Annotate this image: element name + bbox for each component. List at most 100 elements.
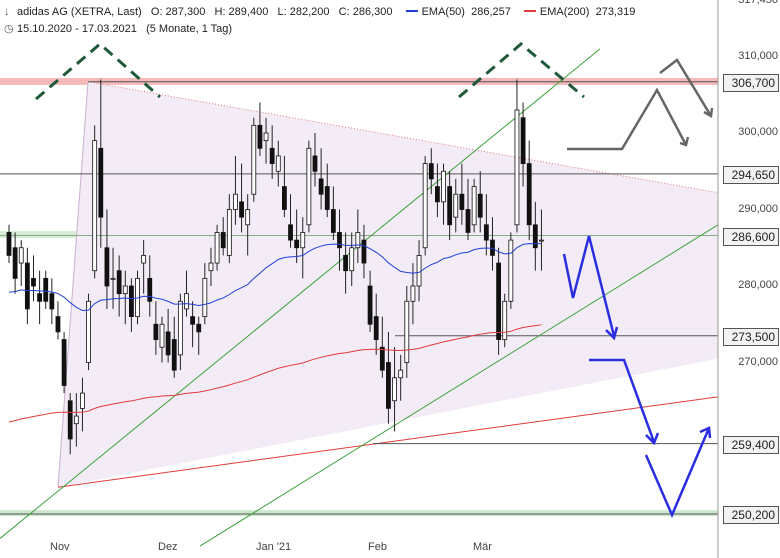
candle <box>61 331 67 394</box>
candle-body <box>361 239 367 264</box>
candle-body <box>177 300 183 356</box>
y-tick-label: 300,000 <box>738 126 778 138</box>
candle <box>153 301 159 355</box>
candle <box>67 393 73 455</box>
arrow-head <box>645 432 660 446</box>
candle-body <box>128 285 134 318</box>
y-tick-label: 270,000 <box>738 355 778 368</box>
candle-body <box>300 232 306 249</box>
scenario-blue-2 <box>589 358 656 443</box>
candle-body <box>330 209 336 233</box>
candle-body <box>110 277 116 280</box>
candle-body <box>465 209 471 233</box>
candle <box>128 278 134 332</box>
candle <box>386 331 391 424</box>
overlay-layer <box>8 42 714 519</box>
candle-body <box>539 239 544 242</box>
triangle-left-edge <box>57 81 89 488</box>
open-value: O: 287,300 <box>150 6 206 18</box>
candle-body <box>496 262 502 340</box>
candle <box>116 255 122 317</box>
candle-body <box>312 155 318 172</box>
candle-body <box>92 140 98 272</box>
candle <box>483 194 489 256</box>
candle <box>184 270 189 317</box>
candle <box>404 286 410 378</box>
candle-body <box>233 193 238 210</box>
trendline-lower <box>199 224 719 547</box>
y-tick-label: 310,000 <box>738 49 778 62</box>
candle-body <box>73 415 79 425</box>
y-tick-label: 317,450 <box>738 0 778 6</box>
candle <box>539 209 544 271</box>
candle-body <box>441 170 446 203</box>
candle-body <box>532 224 538 249</box>
range-text: (5 Monate, 1 Tag) <box>146 23 233 35</box>
arrow-head <box>679 136 690 147</box>
candle-body <box>318 178 324 195</box>
clock-icon: ◷ <box>4 23 14 35</box>
ema200-value: 273,319 <box>595 6 636 18</box>
candle <box>92 125 98 279</box>
candle-body <box>294 239 300 249</box>
chart-header: ↓ adidas AG (XETRA, Last) O: 287,300 H: 2… <box>4 6 635 18</box>
candle <box>233 155 238 225</box>
pattern-marker-right <box>458 42 585 99</box>
candle <box>373 293 379 355</box>
candle <box>330 186 336 241</box>
period-text: 15.10.2020 - 17.03.2021 <box>17 23 137 35</box>
candle <box>202 263 208 325</box>
support-band-250 <box>0 510 718 517</box>
ema200-legend-swatch <box>523 10 536 13</box>
ema50-value: 286,257 <box>471 6 511 18</box>
candle <box>318 148 324 210</box>
candle-body <box>43 277 49 302</box>
candle-body <box>214 232 220 264</box>
candle <box>159 316 165 363</box>
arrow-head <box>699 426 712 439</box>
candle <box>171 316 177 378</box>
candle-body <box>6 232 12 256</box>
candle <box>459 163 465 225</box>
x-tick-label: Jan '21 <box>256 541 292 553</box>
candle <box>6 224 12 264</box>
high-value: H: 289,400 <box>214 6 269 18</box>
candle <box>471 178 477 233</box>
candle <box>18 240 24 286</box>
candle-body <box>520 117 526 164</box>
candle-body <box>251 124 257 195</box>
x-tick-label: Dez <box>158 541 178 553</box>
candle <box>31 255 36 302</box>
candle-body <box>398 369 404 379</box>
candle-body <box>49 293 55 310</box>
candle <box>80 377 85 432</box>
candle-body <box>184 293 189 310</box>
candle <box>288 194 293 248</box>
candle <box>214 224 220 271</box>
level-label: 306,700 <box>723 73 779 92</box>
candle-body <box>67 400 73 440</box>
candle-body <box>257 124 263 149</box>
candle-body <box>37 293 42 302</box>
candle <box>465 178 471 241</box>
candle-body <box>483 224 489 241</box>
candle-body <box>116 270 122 295</box>
candle-body <box>502 300 508 340</box>
x-tick-label: Mär <box>473 541 492 553</box>
candle-body <box>281 186 287 210</box>
candle <box>257 102 263 156</box>
candle-body <box>477 193 483 218</box>
candle <box>379 316 385 378</box>
candle-body <box>422 163 428 249</box>
candle-body <box>386 362 391 409</box>
candle-body <box>220 232 226 249</box>
trendline-steep <box>0 48 601 539</box>
candle <box>12 232 18 294</box>
candle-body <box>171 339 177 371</box>
candle <box>514 79 520 233</box>
candle <box>208 247 214 286</box>
candle-body <box>526 163 532 226</box>
candle-body <box>24 262 30 310</box>
candle-body <box>208 262 214 272</box>
